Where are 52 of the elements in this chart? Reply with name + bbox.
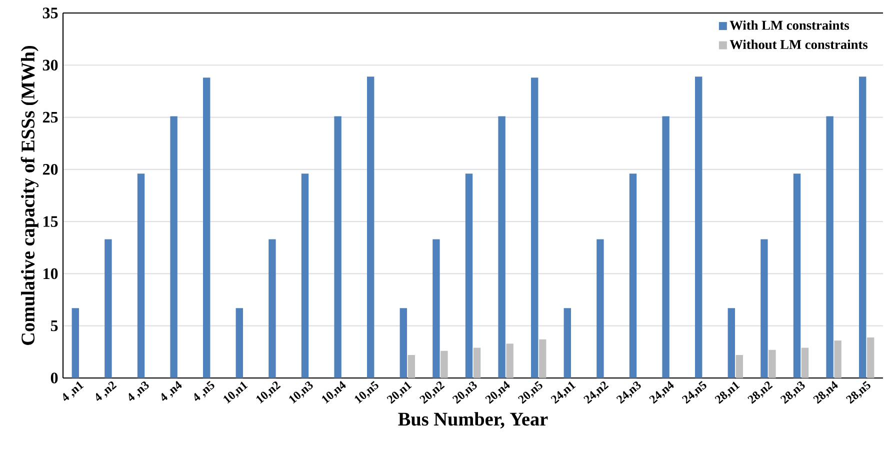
y-tick-label: 30 (42, 60, 58, 71)
bar (596, 239, 604, 378)
bar (498, 116, 506, 378)
bar (170, 116, 178, 378)
bar (768, 350, 776, 378)
bar (506, 344, 514, 378)
x-tick-label: 4 ,n1 (63, 382, 84, 401)
bar (834, 340, 842, 378)
bar (236, 308, 244, 378)
bar (104, 239, 112, 378)
bar (564, 308, 571, 378)
y-tick-label: 15 (44, 216, 58, 227)
bar (662, 116, 670, 378)
y-tick-label: 35 (42, 8, 58, 18)
bar (867, 337, 874, 378)
bar (334, 116, 342, 378)
bar (695, 76, 702, 378)
legend-label: Without LM constraints (730, 40, 868, 50)
bar (801, 348, 809, 378)
x-tick-label: 4 ,n2 (96, 382, 117, 401)
bar (736, 355, 743, 378)
bar (367, 76, 374, 378)
bar (408, 355, 416, 378)
bar (432, 239, 440, 378)
y-tick-label: 10 (44, 268, 58, 280)
x-tick-label: 4 ,n5 (194, 380, 214, 401)
bar (531, 78, 538, 378)
bar (137, 174, 145, 378)
bar (400, 308, 408, 378)
bar (793, 174, 801, 378)
y-tick-label: 20 (42, 164, 58, 175)
y-tick-label: 25 (42, 112, 58, 123)
y-tick-label: 5 (50, 320, 58, 332)
bar (473, 348, 481, 378)
legend-label: With LM constraints (730, 20, 850, 30)
bar (728, 308, 735, 378)
bar (826, 116, 834, 378)
bar (203, 78, 210, 378)
bar (301, 174, 309, 378)
bar (629, 174, 637, 378)
bar (268, 239, 276, 378)
x-axis-title: Bus Number, Year (398, 412, 548, 428)
bar (465, 174, 473, 378)
y-axis-title: Comulative capacity of ESSs (MWh) (20, 46, 38, 345)
bar (539, 339, 546, 378)
y-tick-label: 0 (50, 372, 58, 384)
bar (760, 239, 768, 378)
x-tick-label: 4 ,n3 (128, 382, 149, 401)
bar (440, 350, 448, 378)
bar (858, 76, 866, 378)
bar (72, 308, 80, 378)
x-tick-label: 4 ,n4 (162, 380, 182, 401)
